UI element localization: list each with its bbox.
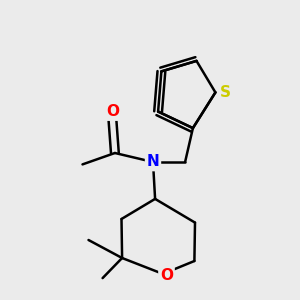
Text: N: N <box>147 154 159 169</box>
Text: O: O <box>106 104 119 119</box>
Text: O: O <box>160 268 173 283</box>
Text: S: S <box>220 85 230 100</box>
